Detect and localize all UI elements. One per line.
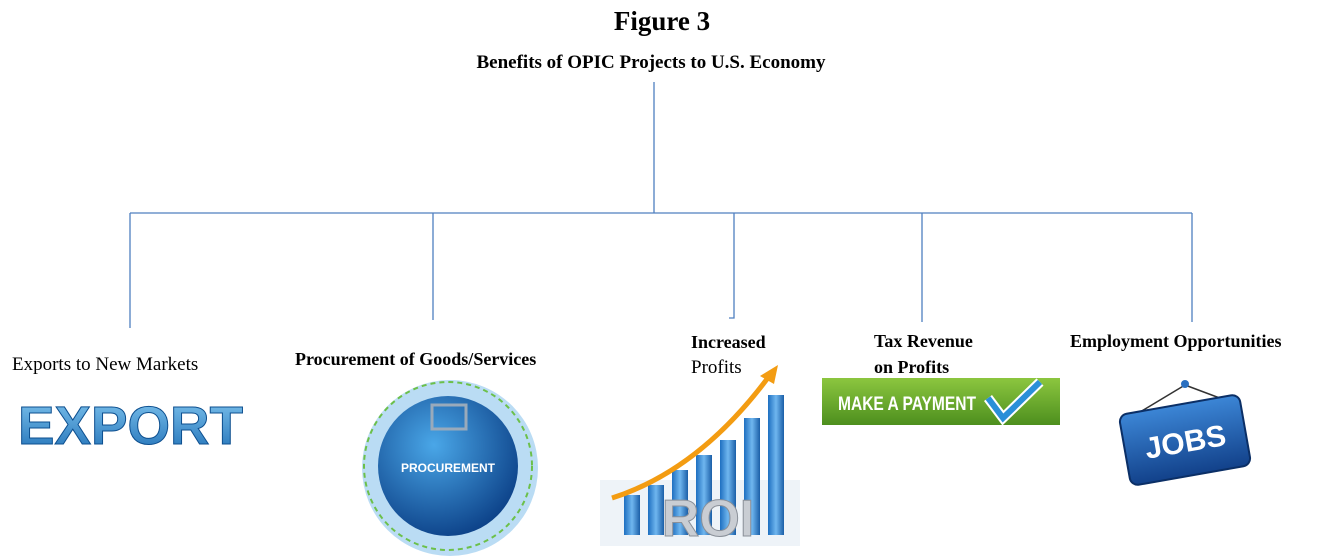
icon-text: PROCUREMENT <box>401 461 496 475</box>
node-label: Increased <box>691 332 766 352</box>
node-label: on Profits <box>874 357 949 377</box>
icon-text: ROI <box>662 490 754 548</box>
node-label: Procurement of Goods/Services <box>295 349 536 369</box>
export-icon: EXPORT <box>18 396 244 457</box>
icon-text: EXPORT <box>18 396 243 456</box>
title: Figure 3 <box>614 6 710 36</box>
node-label: Employment Opportunities <box>1070 331 1282 351</box>
connectors <box>129 82 1193 328</box>
roi-icon: ROI <box>600 365 800 549</box>
node-label: Exports to New Markets <box>12 354 198 375</box>
icon-text: MAKE A PAYMENT <box>838 394 976 415</box>
node-label: Profits <box>691 357 742 378</box>
node-label: Tax Revenue <box>874 331 973 351</box>
procurement-icon: PROCUREMENT <box>362 380 538 556</box>
jobs-icon: JOBS <box>1118 380 1252 486</box>
subtitle: Benefits of OPIC Projects to U.S. Econom… <box>477 52 826 73</box>
payment-icon: MAKE A PAYMENT <box>822 378 1060 426</box>
